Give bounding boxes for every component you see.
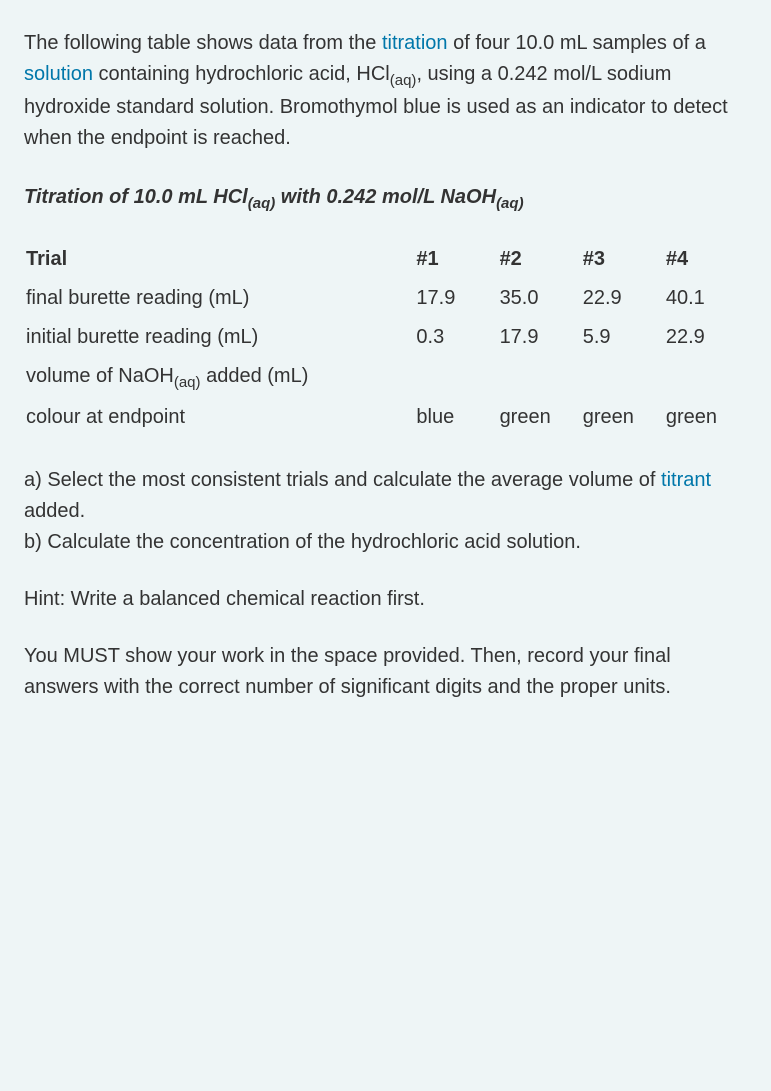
cell: 35.0 <box>498 279 581 318</box>
question-a: a) Select the most consistent trials and… <box>24 465 747 527</box>
cell: 17.9 <box>498 318 581 357</box>
titration-table: Trial #1 #2 #3 #4 final burette reading … <box>24 240 747 437</box>
intro-paragraph: The following table shows data from the … <box>24 28 747 154</box>
cell: blue <box>414 398 497 437</box>
table-row: colour at endpoint blue green green gree… <box>24 398 747 437</box>
hint-text: Hint: Write a balanced chemical reaction… <box>24 584 747 615</box>
intro-text-3: containing hydrochloric acid, HCl <box>93 63 390 85</box>
cell <box>664 357 747 398</box>
row-label-volume: volume of NaOH(aq) added (mL) <box>24 357 414 398</box>
volume-label-post: added (mL) <box>201 365 309 387</box>
solution-link[interactable]: solution <box>24 63 93 85</box>
row-label-final: final burette reading (mL) <box>24 279 414 318</box>
header-trial: Trial <box>24 240 414 279</box>
cell: green <box>498 398 581 437</box>
row-label-initial: initial burette reading (mL) <box>24 318 414 357</box>
titrant-link[interactable]: titrant <box>661 469 711 491</box>
qa-pre: a) Select the most consistent trials and… <box>24 469 661 491</box>
intro-text-1: The following table shows data from the <box>24 32 382 54</box>
cell: 0.3 <box>414 318 497 357</box>
title-naoh-subscript: (aq) <box>496 195 524 212</box>
qa-post: added. <box>24 500 85 522</box>
table-title: Titration of 10.0 mL HCl(aq) with 0.242 … <box>24 182 747 215</box>
title-text-1: Titration of 10.0 mL HCl <box>24 186 248 208</box>
table-header-row: Trial #1 #2 #3 #4 <box>24 240 747 279</box>
header-3: #3 <box>581 240 664 279</box>
table-row: initial burette reading (mL) 0.3 17.9 5.… <box>24 318 747 357</box>
questions-block: a) Select the most consistent trials and… <box>24 465 747 558</box>
cell <box>581 357 664 398</box>
titration-link[interactable]: titration <box>382 32 448 54</box>
header-1: #1 <box>414 240 497 279</box>
cell: 22.9 <box>664 318 747 357</box>
header-4: #4 <box>664 240 747 279</box>
intro-text-2: of four 10.0 mL samples of a <box>448 32 706 54</box>
cell <box>498 357 581 398</box>
volume-label-pre: volume of NaOH <box>26 365 174 387</box>
cell: green <box>664 398 747 437</box>
title-hcl-subscript: (aq) <box>248 195 276 212</box>
header-2: #2 <box>498 240 581 279</box>
question-b: b) Calculate the concentration of the hy… <box>24 527 747 558</box>
table-row: volume of NaOH(aq) added (mL) <box>24 357 747 398</box>
volume-label-sub: (aq) <box>174 374 201 391</box>
cell: 40.1 <box>664 279 747 318</box>
cell: green <box>581 398 664 437</box>
title-text-2: with 0.242 mol/L NaOH <box>275 186 496 208</box>
cell: 17.9 <box>414 279 497 318</box>
cell: 22.9 <box>581 279 664 318</box>
hcl-subscript: (aq) <box>390 72 417 89</box>
row-label-colour: colour at endpoint <box>24 398 414 437</box>
cell <box>414 357 497 398</box>
table-row: final burette reading (mL) 17.9 35.0 22.… <box>24 279 747 318</box>
cell: 5.9 <box>581 318 664 357</box>
instructions-text: You MUST show your work in the space pro… <box>24 641 747 703</box>
